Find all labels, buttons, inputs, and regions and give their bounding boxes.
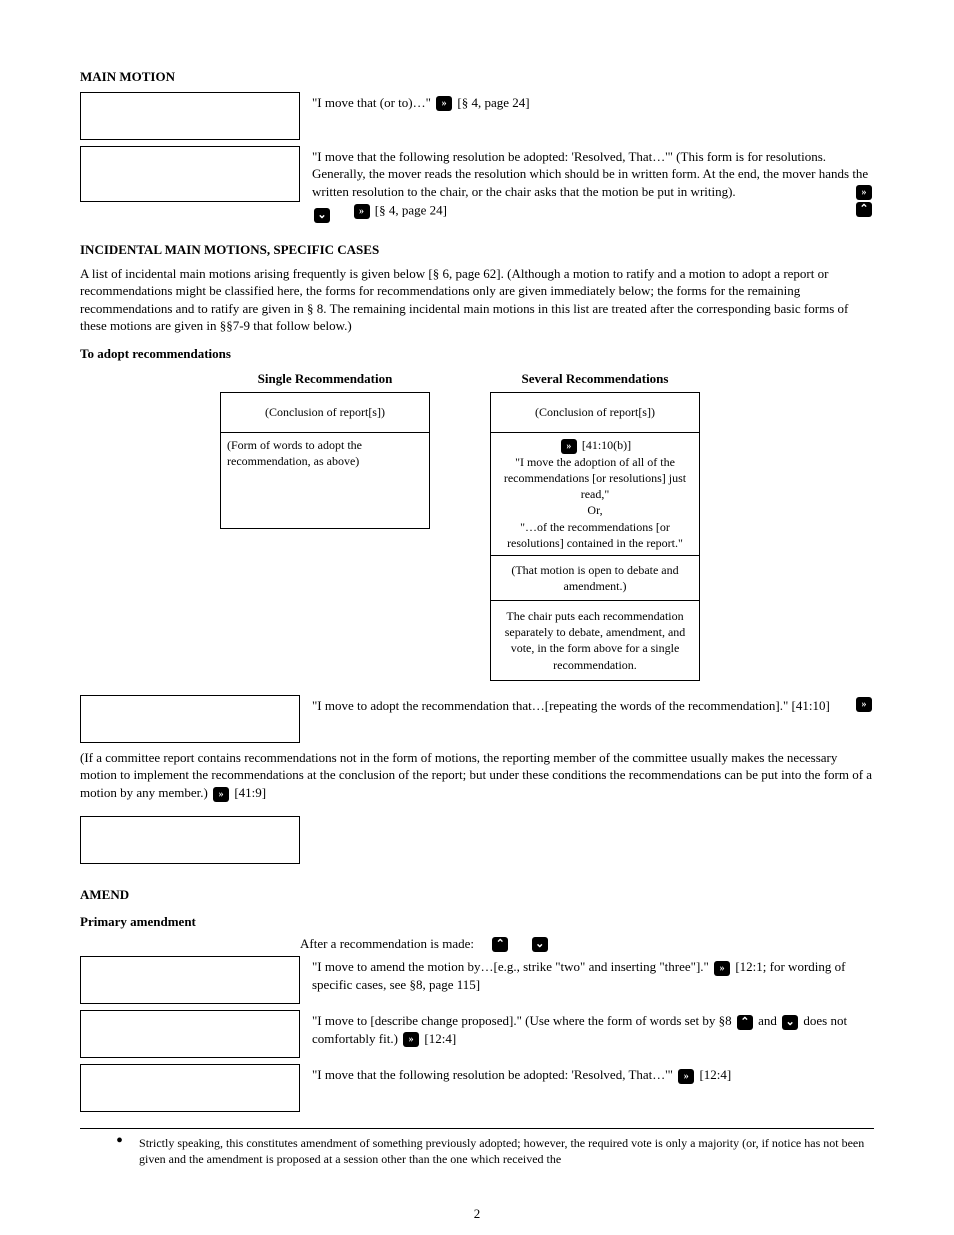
diagram-box: (Conclusion of report[s]) [41:10(b)] "I … bbox=[490, 392, 700, 681]
footnote-text: Strictly speaking, this constitutes amen… bbox=[139, 1135, 874, 1167]
form-box bbox=[80, 1064, 300, 1112]
raise-icon bbox=[714, 961, 730, 976]
row-desc: "I move that the following resolution be… bbox=[312, 1064, 874, 1084]
row-desc: "I move to adopt the recommendation that… bbox=[312, 695, 874, 715]
heading-amend: AMEND bbox=[80, 886, 874, 904]
down-icon bbox=[532, 937, 548, 952]
footnote: • Strictly speaking, this constitutes am… bbox=[80, 1135, 874, 1167]
diagram-box: (Conclusion of report[s]) (Form of words… bbox=[220, 392, 430, 529]
heading-main-motion: MAIN MOTION bbox=[80, 68, 874, 86]
recommendation-note: (If a committee report contains recommen… bbox=[80, 749, 874, 802]
page: MAIN MOTION "I move that (or to)…" [§ 4,… bbox=[0, 0, 954, 1235]
form-box bbox=[80, 816, 300, 864]
form-box bbox=[80, 1010, 300, 1058]
diagram-single: Single Recommendation (Conclusion of rep… bbox=[220, 370, 430, 680]
recommendation-row: "I move to adopt the recommendation that… bbox=[80, 695, 874, 743]
raise-icon bbox=[678, 1069, 694, 1084]
row-desc: "I move that (or to)…" [§ 4, page 24] bbox=[312, 92, 874, 112]
heading-incidental: INCIDENTAL MAIN MOTIONS, SPECIFIC CASES bbox=[80, 241, 874, 259]
up-icon bbox=[856, 202, 872, 217]
diagram-head: (Conclusion of report[s]) bbox=[491, 393, 699, 433]
up-icon bbox=[737, 1015, 753, 1030]
diagram-body: (Form of words to adopt the recommendati… bbox=[221, 433, 429, 528]
raise-icon bbox=[354, 204, 370, 219]
diagram-row: (That motion is open to debate and amend… bbox=[491, 555, 699, 600]
subhead-primary-amendment: Primary amendment bbox=[80, 913, 874, 931]
form-box bbox=[80, 92, 300, 140]
form-box bbox=[80, 956, 300, 1004]
amend-rec-head: After a recommendation is made: bbox=[300, 935, 874, 953]
footnote-rule bbox=[80, 1128, 874, 1129]
subhead-adopt-recommendations: To adopt recommendations bbox=[80, 345, 874, 363]
diagram-row: The chair puts each recommendation separ… bbox=[491, 600, 699, 680]
raise-icon bbox=[403, 1032, 419, 1047]
form-box bbox=[80, 146, 300, 202]
up-icon bbox=[492, 937, 508, 952]
down-icon bbox=[314, 208, 330, 223]
diagram-title: Several Recommendations bbox=[490, 370, 700, 388]
bullet-icon: • bbox=[116, 1135, 123, 1147]
diagram-body: [41:10(b)] "I move the adoption of all o… bbox=[491, 433, 699, 555]
page-number: 2 bbox=[474, 1205, 481, 1223]
main-motion-row-2: "I move that the following resolution be… bbox=[80, 146, 874, 224]
diagram-title: Single Recommendation bbox=[220, 370, 430, 388]
row-desc: "I move to amend the motion by…[e.g., st… bbox=[312, 956, 874, 993]
diagram-head: (Conclusion of report[s]) bbox=[221, 393, 429, 433]
diagram-several: Several Recommendations (Conclusion of r… bbox=[490, 370, 700, 680]
raise-icon bbox=[213, 787, 229, 802]
incidental-intro: A list of incidental main motions arisin… bbox=[80, 265, 874, 335]
amend-row-3: "I move that the following resolution be… bbox=[80, 1064, 874, 1112]
form-box bbox=[80, 695, 300, 743]
raise-icon bbox=[856, 185, 872, 200]
down-icon bbox=[782, 1015, 798, 1030]
main-motion-row-1: "I move that (or to)…" [§ 4, page 24] bbox=[80, 92, 874, 140]
raise-icon bbox=[436, 96, 452, 111]
raise-icon bbox=[561, 439, 577, 454]
spacer-row bbox=[80, 816, 874, 864]
amend-row-2: "I move to [describe change proposed]." … bbox=[80, 1010, 874, 1058]
row-desc: "I move that the following resolution be… bbox=[312, 146, 874, 224]
raise-icon bbox=[856, 697, 872, 712]
amend-row-1: "I move to amend the motion by…[e.g., st… bbox=[80, 956, 874, 1004]
row-desc: "I move to [describe change proposed]." … bbox=[312, 1010, 874, 1047]
diagrams-row: Single Recommendation (Conclusion of rep… bbox=[220, 370, 874, 680]
